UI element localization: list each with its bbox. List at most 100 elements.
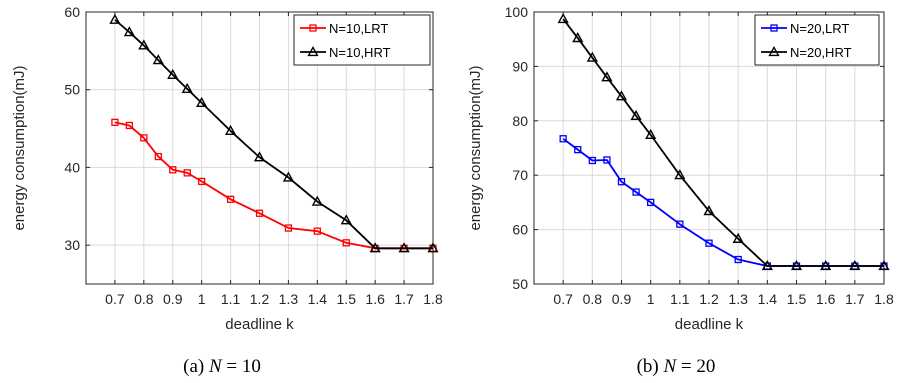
data-point-n-10-hrt — [152, 54, 164, 65]
x-tick-label: 1.4 — [758, 291, 778, 307]
data-point-n-20-hrt — [703, 205, 715, 216]
caption-variable: N — [208, 356, 223, 377]
y-axis-label: energy consumption(mJ) — [11, 65, 28, 230]
data-point-n-10-lrt — [111, 118, 119, 127]
legend-marker — [309, 24, 317, 32]
x-tick-label: 1.5 — [337, 291, 357, 307]
data-point-n-10-hrt — [123, 26, 135, 37]
x-tick-label: 1 — [647, 291, 655, 307]
data-point-n-10-lrt — [313, 227, 321, 235]
x-axis-label: deadline k — [225, 316, 294, 333]
data-point-n-10-hrt — [369, 242, 381, 253]
data-point-n-10-hrt — [311, 195, 323, 206]
data-point-n-20-lrt — [647, 198, 655, 207]
data-point-n-20-lrt — [574, 145, 582, 154]
x-axis-label: deadline k — [675, 316, 744, 333]
y-axis-label: energy consumption(mJ) — [467, 65, 484, 230]
data-point-n-10-hrt — [340, 214, 352, 225]
data-point-n-10-hrt — [181, 82, 193, 94]
caption: (a) N = 10 — [183, 356, 261, 377]
series-line-n-10-lrt — [114, 121, 433, 250]
x-tick-label: 1.1 — [221, 291, 241, 307]
data-point-n-20-hrt — [761, 259, 773, 271]
y-tick-label: 40 — [64, 159, 80, 175]
data-point-n-20-lrt — [603, 156, 611, 164]
data-point-n-20-hrt — [849, 259, 861, 271]
data-point-n-10-hrt — [138, 39, 150, 50]
x-tick-label: 0.8 — [583, 291, 603, 307]
caption-suffix: = 20 — [676, 356, 715, 377]
x-tick-label: 1.2 — [250, 291, 270, 307]
data-point-n-10-hrt — [224, 124, 237, 136]
legend-label: N=10,HRT — [329, 45, 391, 60]
x-tick-label: 0.8 — [134, 291, 154, 307]
data-point-n-10-lrt — [140, 134, 148, 142]
x-tick-label: 1.6 — [365, 291, 385, 307]
x-tick-label: 1.5 — [787, 291, 807, 307]
data-point-n-20-hrt — [586, 51, 598, 62]
data-point-n-20-hrt — [601, 71, 613, 82]
data-point-n-20-hrt — [572, 32, 584, 43]
y-tick-label: 50 — [64, 82, 80, 98]
x-tick-label: 1 — [198, 291, 206, 307]
data-point-n-10-lrt — [284, 224, 293, 232]
x-tick-label: 1.2 — [699, 291, 719, 307]
data-point-n-20-hrt — [878, 259, 890, 271]
x-tick-label: 0.9 — [612, 291, 632, 307]
data-point-n-20-hrt — [630, 109, 642, 121]
legend-marker — [307, 45, 319, 57]
data-point-n-10-lrt — [169, 166, 177, 174]
x-tick-label: 0.9 — [163, 291, 183, 307]
data-point-n-10-hrt — [253, 151, 266, 162]
series-line-n-10-hrt — [114, 19, 433, 250]
x-tick-label: 1.4 — [308, 291, 328, 307]
legend-marker — [768, 45, 780, 57]
x-tick-label: 0.7 — [105, 291, 125, 307]
chart-panel-b: 0.7 0.8 0.9 1 1.1 1.2 1.3 1.4 1.5 1.6 1.7 1.8 50 60 70… — [467, 4, 894, 377]
y-tick-label: 90 — [512, 58, 528, 74]
data-point-n-10-lrt — [198, 177, 206, 186]
data-point-n-20-lrt — [734, 255, 742, 264]
caption-prefix: (a) — [183, 356, 209, 377]
data-point-n-10-hrt — [196, 96, 208, 108]
data-point-n-20-lrt — [559, 135, 567, 143]
y-tick-label: 50 — [512, 276, 528, 292]
x-tick-label: 1.7 — [845, 291, 865, 307]
data-point-n-10-lrt — [183, 169, 191, 177]
legend-label: N=20,LRT — [790, 21, 849, 36]
y-tick-label: 70 — [512, 167, 528, 183]
x-tick-label: 1.3 — [728, 291, 748, 307]
x-tick-label: 1.3 — [279, 291, 299, 307]
legend-label: N=20,HRT — [790, 45, 852, 60]
data-point-n-10-lrt — [154, 152, 162, 161]
data-point-n-20-hrt — [790, 259, 803, 271]
data-point-n-10-hrt — [109, 13, 121, 24]
data-point-n-20-lrt — [588, 156, 596, 165]
x-tick-label: 1.7 — [394, 291, 414, 307]
series-line-n-20-hrt — [562, 18, 884, 267]
x-tick-label: 1.8 — [423, 291, 443, 307]
data-point-n-10-lrt — [255, 209, 264, 217]
y-tick-label: 30 — [64, 237, 80, 253]
caption-variable: N — [663, 356, 678, 377]
data-point-n-10-lrt — [342, 239, 350, 247]
data-point-n-20-hrt — [820, 259, 832, 271]
y-tick-label: 60 — [64, 4, 80, 20]
data-point-n-20-hrt — [645, 128, 657, 140]
x-tick-label: 1.1 — [670, 291, 690, 307]
data-point-n-10-hrt — [167, 68, 179, 80]
caption-prefix: (b) — [637, 356, 664, 377]
data-point-n-10-lrt — [226, 195, 235, 203]
legend-box — [293, 14, 431, 66]
chart-panel-a: 0.7 0.8 0.9 1 1.1 1.2 1.3 1.4 1.5 1.6 1.7 1.8 30 40 50… — [11, 4, 443, 377]
data-point-n-20-hrt — [732, 232, 744, 243]
data-point-n-10-hrt — [427, 242, 439, 253]
y-tick-label: 80 — [512, 113, 528, 129]
x-tick-label: 1.8 — [874, 291, 894, 307]
y-tick-label: 60 — [512, 222, 528, 238]
y-tick-label: 100 — [505, 4, 529, 20]
data-point-n-10-hrt — [398, 242, 410, 253]
data-point-n-20-lrt — [617, 178, 626, 186]
data-point-n-20-hrt — [674, 169, 686, 180]
